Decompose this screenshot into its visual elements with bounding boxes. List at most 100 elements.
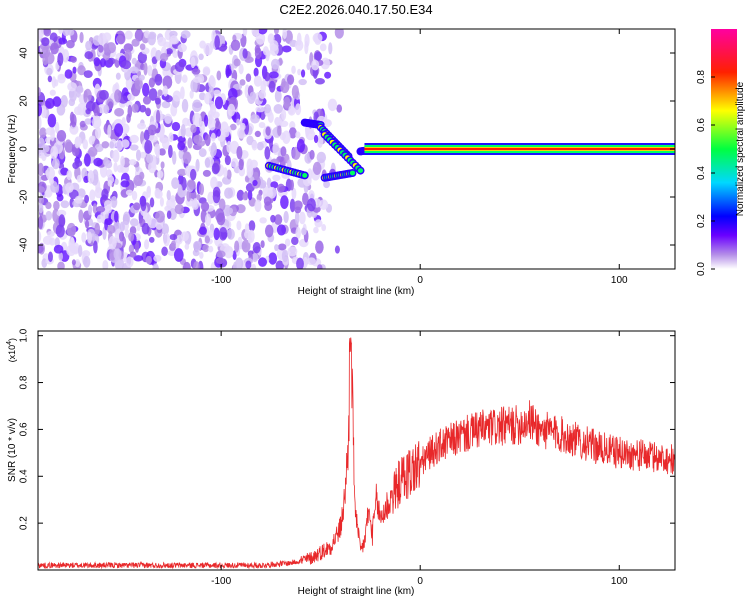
spectrogram-noise-blob bbox=[281, 109, 287, 121]
spectrogram-noise-blob bbox=[127, 93, 136, 101]
spectrogram-noise-blob bbox=[121, 60, 132, 70]
spectrogram-trace-core bbox=[302, 173, 308, 178]
strong-line-core bbox=[364, 148, 675, 150]
spectrogram-noise-blob bbox=[148, 236, 155, 243]
spectrogram-noise-blob bbox=[187, 137, 193, 149]
spectrogram-noise-blob bbox=[314, 51, 323, 61]
snr-series-line bbox=[38, 337, 675, 570]
spectrogram-noise-blob bbox=[60, 200, 70, 209]
spectrogram-noise-blob bbox=[181, 98, 189, 113]
spectrogram-noise-blob bbox=[275, 260, 285, 269]
spectrogram-noise-blob bbox=[96, 214, 104, 224]
spectrogram-noise-blob bbox=[268, 71, 279, 79]
spectrogram-noise-blob bbox=[190, 124, 197, 134]
spectrogram-noise-blob bbox=[225, 68, 232, 77]
spectrogram-noise-blob bbox=[257, 29, 268, 35]
spectrogram-noise-blob bbox=[147, 217, 158, 229]
spectrogram-noise-blob bbox=[320, 57, 331, 70]
spectrogram-noise-blob bbox=[256, 141, 264, 151]
spectrogram-noise-blob bbox=[45, 201, 52, 210]
spectrogram-noise-blob bbox=[40, 105, 47, 118]
spectrogram-noise-blob bbox=[234, 240, 240, 253]
spectrogram-noise-blob bbox=[161, 101, 171, 109]
spectrogram-noise-blob bbox=[302, 192, 309, 206]
spectrogram-noise-blob bbox=[114, 107, 125, 117]
spectrogram-noise-blob bbox=[113, 162, 118, 173]
spectrogram-noise-blob bbox=[214, 96, 224, 110]
spectrogram-noise-blob bbox=[168, 144, 173, 159]
spectrogram-noise-blob bbox=[191, 68, 201, 75]
spectrogram-noise-blob bbox=[68, 237, 76, 251]
spectrogram-noise-blob bbox=[129, 218, 139, 227]
spectrogram-noise-blob bbox=[58, 29, 63, 35]
spectrogram-noise-blob bbox=[189, 90, 194, 99]
spectrogram-y-axis-label: Frequency (Hz) bbox=[7, 115, 18, 184]
spectrogram-noise-blob bbox=[219, 243, 230, 254]
spectrogram-noise-blob bbox=[253, 75, 263, 87]
spectrogram-noise-blob bbox=[94, 126, 102, 139]
spectrogram-noise-blob bbox=[93, 240, 98, 254]
snr-y-axis-label: SNR (10 * v/v) bbox=[7, 418, 18, 482]
spectrogram-noise-blob bbox=[64, 139, 73, 153]
colorbar-tick-label: 0.0 bbox=[696, 262, 707, 276]
spectrogram-noise-blob bbox=[85, 100, 96, 112]
spectrogram-noise-blob bbox=[180, 30, 191, 39]
spectrogram-y-tick-label: 40 bbox=[19, 47, 30, 59]
spectrogram-noise-blob bbox=[202, 66, 211, 76]
spectrogram-noise-blob bbox=[114, 178, 119, 186]
spectrogram-noise-blob bbox=[190, 56, 196, 69]
spectrogram-noise-blob bbox=[129, 144, 139, 151]
spectrogram-noise-blob bbox=[137, 51, 147, 64]
spectrogram-noise-blob bbox=[315, 78, 325, 85]
spectrogram-noise-blob bbox=[249, 91, 257, 101]
spectrogram-noise-blob bbox=[135, 149, 142, 161]
spectrogram-noise-blob bbox=[311, 59, 320, 71]
spectrogram-noise-blob bbox=[307, 198, 316, 212]
spectrogram-noise-blob bbox=[148, 134, 158, 143]
spectrogram-noise-blob bbox=[47, 75, 53, 83]
spectrogram-noise-blob bbox=[104, 218, 113, 226]
spectrogram-noise-blob bbox=[236, 189, 245, 201]
spectrogram-noise-blob bbox=[55, 224, 65, 238]
spectrogram-noise-blob bbox=[215, 257, 225, 264]
spectrogram-noise-blob bbox=[134, 29, 144, 42]
spectrogram-noise-blob bbox=[121, 123, 130, 134]
spectrogram-noise-blob bbox=[108, 235, 117, 250]
spectrogram-noise-blob bbox=[102, 259, 109, 269]
spectrogram-noise-blob bbox=[294, 206, 302, 214]
spectrogram-noise-blob bbox=[51, 76, 57, 89]
spectrogram-noise-blob bbox=[316, 151, 327, 164]
spectrogram-y-tick-label: -20 bbox=[19, 189, 30, 204]
spectrogram-noise-blob bbox=[143, 62, 148, 76]
spectrogram-noise-blob bbox=[51, 158, 60, 170]
spectrogram-noise-blob bbox=[272, 174, 281, 182]
spectrogram-noise-blob bbox=[235, 257, 244, 269]
spectrogram-noise-blob bbox=[294, 211, 300, 225]
spectrogram-noise-blob bbox=[236, 145, 243, 160]
spectrogram-noise-blob bbox=[199, 121, 205, 134]
spectrogram-noise-blob bbox=[308, 189, 315, 201]
spectrogram-noise-blob bbox=[72, 161, 80, 169]
spectrogram-noise-blob bbox=[200, 201, 210, 212]
spectrogram-noise-blob bbox=[263, 196, 272, 206]
colorbar-label: Normalized spectral amplitude bbox=[735, 81, 746, 216]
spectrogram-noise-blob bbox=[181, 74, 188, 83]
spectrogram-noise-blob bbox=[86, 231, 93, 244]
spectrogram-noise-blob bbox=[78, 244, 83, 258]
colorbar-gradient bbox=[711, 29, 737, 269]
spectrogram-x-tick-label: 0 bbox=[417, 275, 423, 286]
spectrogram-noise-blob bbox=[229, 123, 237, 131]
spectrogram-noise-blob bbox=[177, 184, 183, 196]
spectrogram-noise-blob bbox=[88, 204, 93, 216]
snr-y-tick-label: 0.8 bbox=[19, 375, 30, 389]
spectrogram-noise-blob bbox=[112, 149, 120, 163]
spectrogram-noise-blob bbox=[232, 250, 237, 261]
spectrogram-noise-blob bbox=[109, 141, 115, 149]
spectrogram-noise-blob bbox=[38, 203, 44, 214]
spectrogram-noise-blob bbox=[46, 230, 55, 237]
spectrogram-noise-blob bbox=[254, 45, 261, 54]
spectrogram-heatmap bbox=[38, 29, 675, 269]
spectrogram-noise-blob bbox=[324, 71, 332, 79]
spectrogram-noise-blob bbox=[64, 182, 74, 193]
spectrogram-noise-blob bbox=[78, 209, 84, 223]
